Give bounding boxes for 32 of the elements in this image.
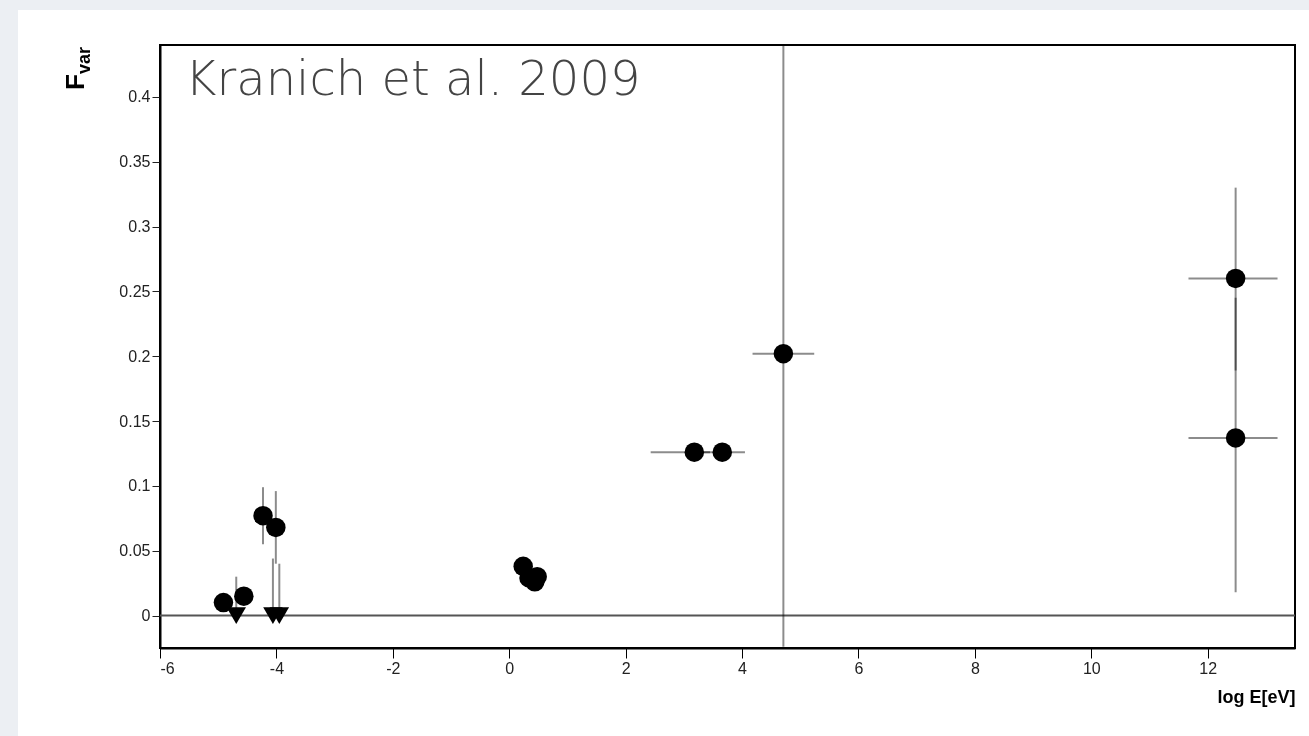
point: [253, 506, 273, 526]
point: [1225, 428, 1246, 448]
y-tick-label: 0.05: [119, 542, 151, 560]
x-axis-title: log E[eV]: [1217, 686, 1296, 707]
y-tick-label: 0.35: [119, 153, 151, 171]
x-tick-label: 8: [970, 659, 980, 677]
y-tick-label: 0.3: [128, 218, 151, 236]
y-tick-label: 0.1: [128, 477, 151, 495]
x-tick-label: 10: [1082, 659, 1101, 677]
x-tick-label: -6: [160, 659, 175, 677]
point: [712, 442, 733, 462]
y-tick-label: 0.2: [128, 347, 151, 365]
y-tick-label: 0.15: [119, 412, 151, 430]
y-tick-label: 0: [141, 607, 151, 625]
point: [234, 586, 254, 606]
point: [684, 442, 705, 462]
x-tick-label: 6: [854, 659, 864, 677]
point: [226, 607, 246, 625]
point: [213, 592, 234, 613]
x-tick-label: -4: [269, 659, 285, 677]
point: [1225, 268, 1246, 289]
annotation: Kranich et al. 2009: [185, 50, 641, 106]
x-tick-label: 0: [505, 659, 515, 677]
point: [773, 343, 794, 364]
x-tick-label: 4: [738, 659, 748, 677]
point: [269, 607, 290, 625]
y-tick-label: 0.25: [119, 282, 151, 300]
x-tick-label: -2: [386, 659, 401, 677]
x-tick-label: 12: [1199, 659, 1218, 677]
point: [266, 517, 286, 538]
x-tick-label: 2: [621, 659, 631, 677]
y-tick-label: 0.4: [128, 88, 151, 106]
